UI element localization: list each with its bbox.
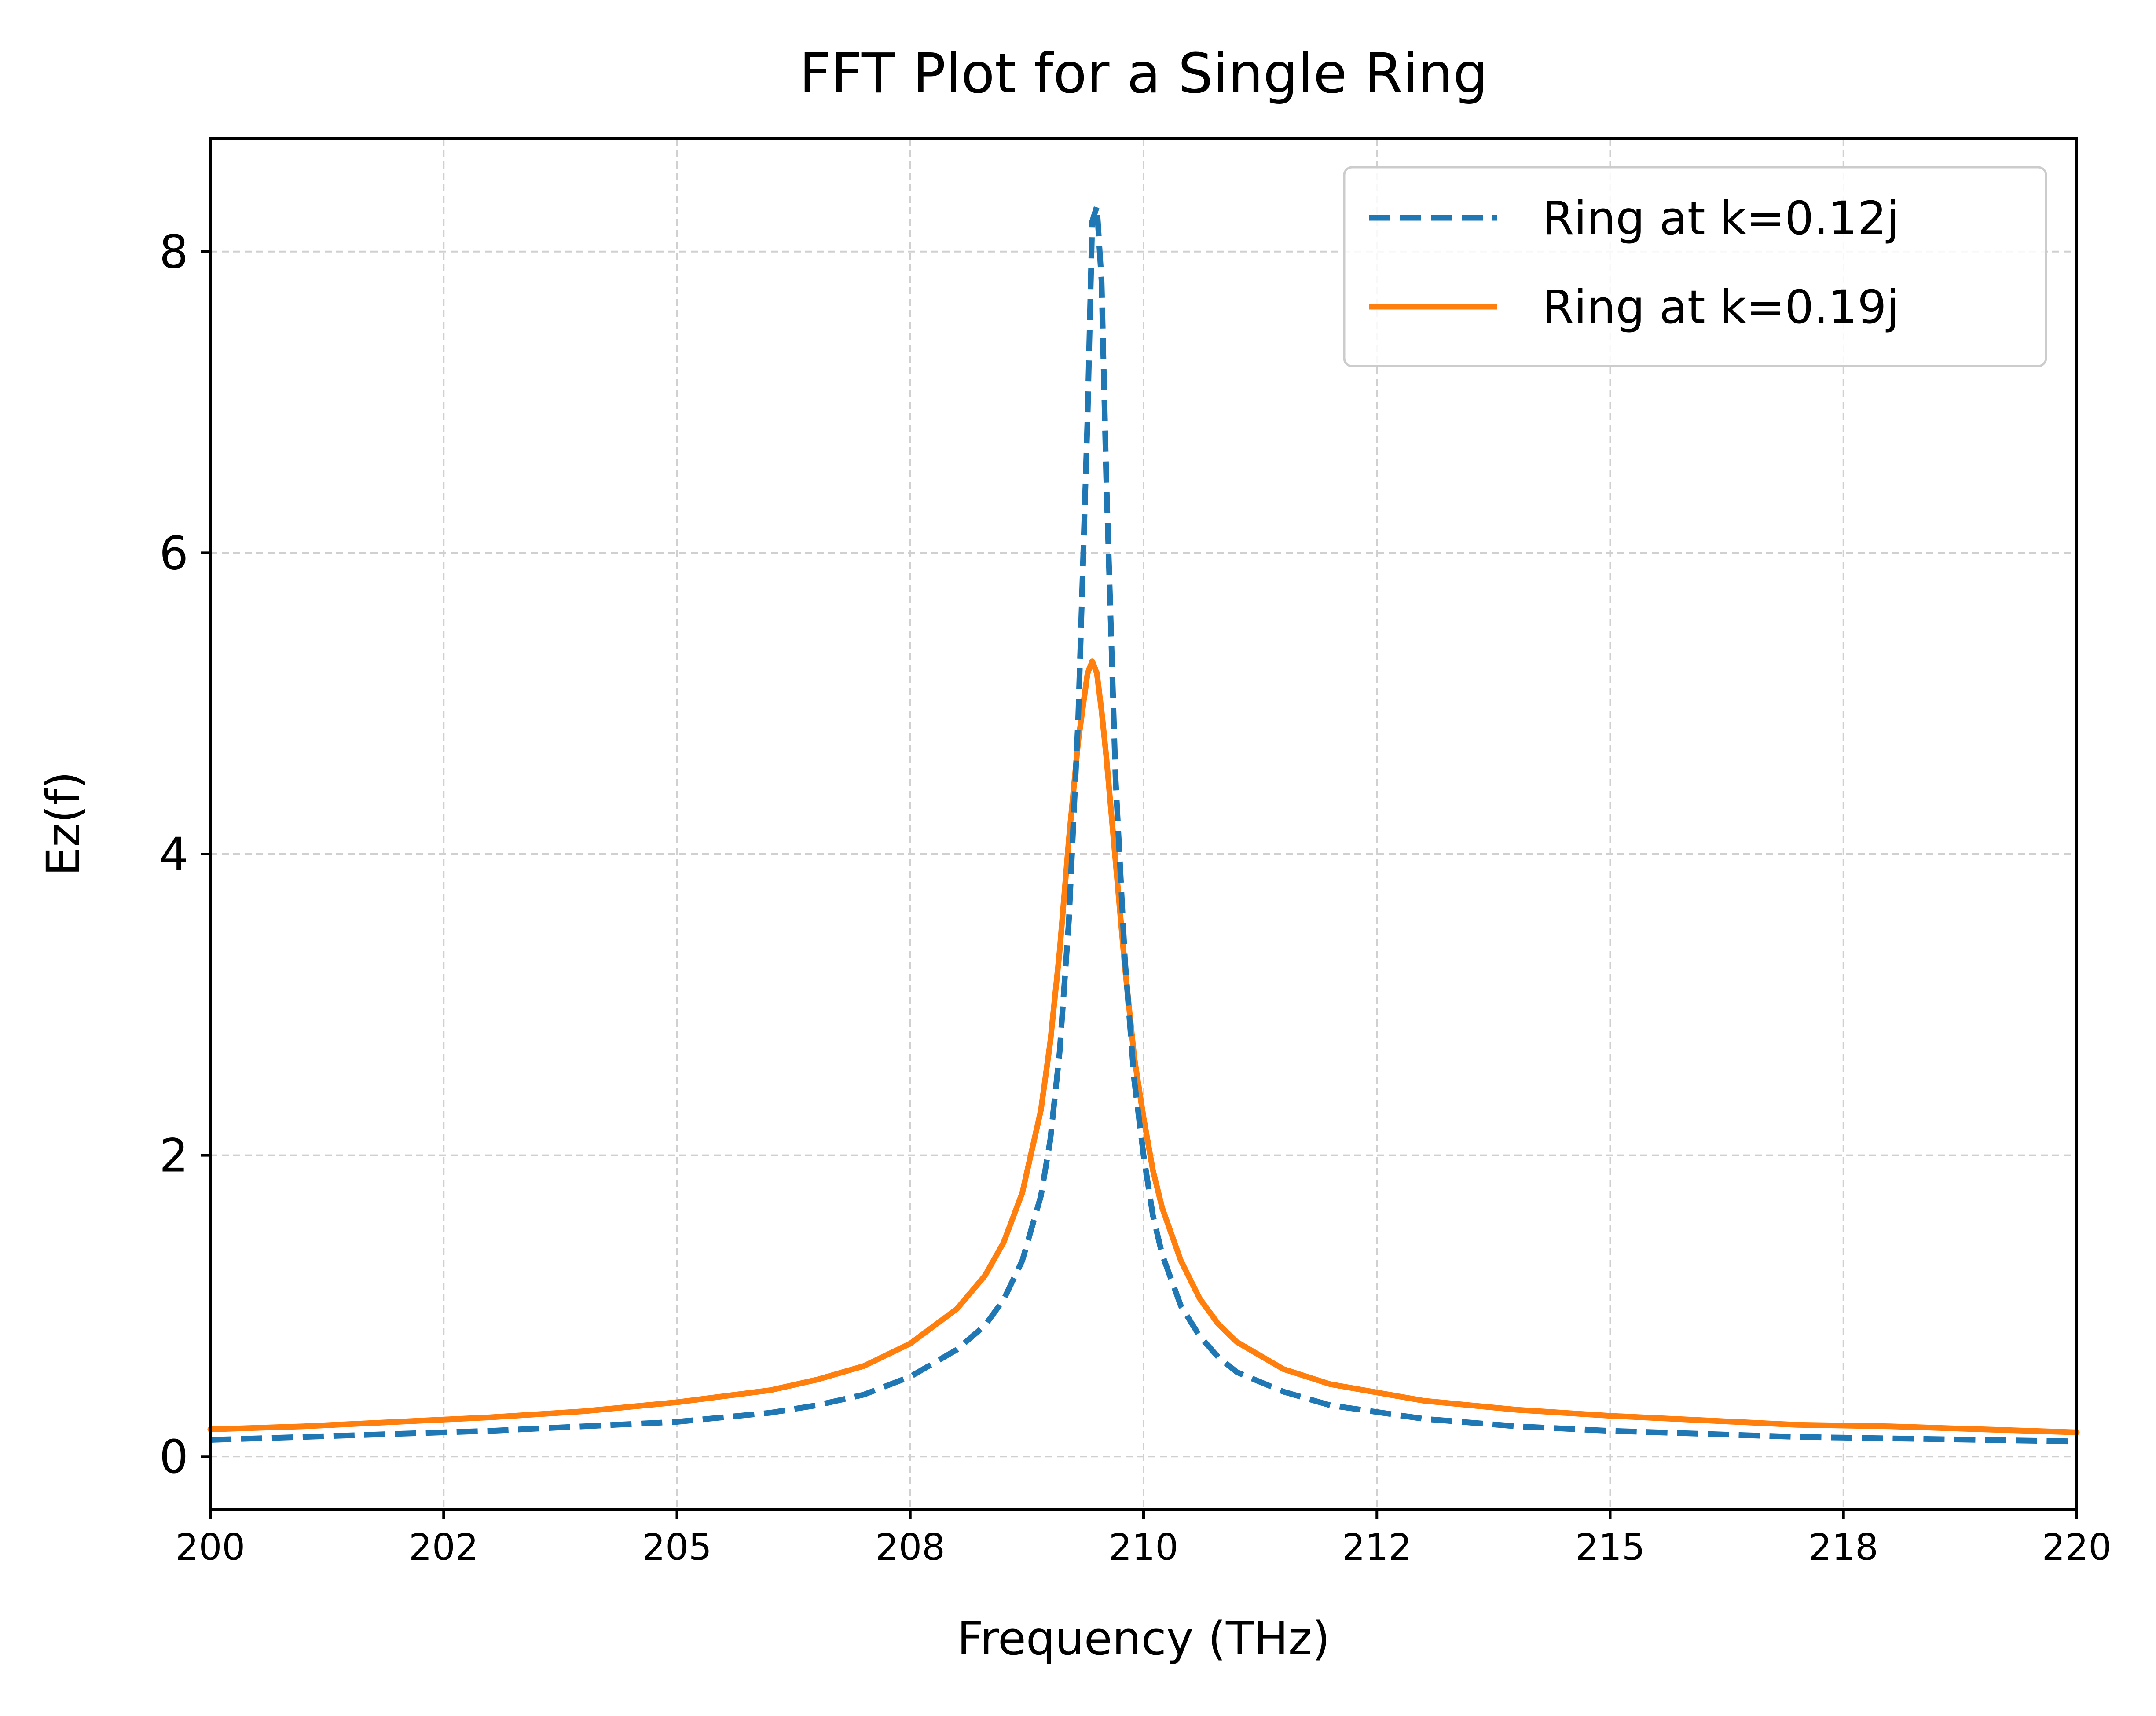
chart-title: FFT Plot for a Single Ring	[799, 42, 1488, 106]
x-tick-label: 218	[1809, 1526, 1878, 1569]
x-axis-label: Frequency (THz)	[957, 1612, 1330, 1665]
x-tick-label: 212	[1342, 1526, 1412, 1569]
y-tick-label: 8	[159, 225, 188, 279]
y-tick-label: 6	[159, 526, 188, 580]
series-line-ring-k019	[207, 658, 2080, 1435]
y-tick-label: 4	[159, 828, 188, 881]
legend-label-ring-k012: Ring at k=0.12j	[1542, 191, 1899, 245]
x-tick-label: 202	[409, 1526, 478, 1569]
axis-ticks: 200 202 205 208 210 212 215 218 220 0 2 4 6 8	[159, 225, 2112, 1569]
legend-label-ring-k019: Ring at k=0.19j	[1542, 280, 1899, 334]
x-tick-label: 215	[1575, 1526, 1645, 1569]
legend: Ring at k=0.12j Ring at k=0.19j	[1343, 166, 2047, 367]
x-tick-label: 205	[642, 1526, 711, 1569]
series-line-ring-k012	[210, 203, 2077, 1445]
series-lines	[207, 203, 2080, 1445]
legend-box	[1343, 166, 2047, 367]
x-tick-label: 200	[176, 1526, 245, 1569]
y-tick-label: 2	[159, 1129, 188, 1183]
x-tick-label: 220	[2042, 1526, 2112, 1569]
y-tick-label: 0	[159, 1430, 188, 1484]
x-tick-label: 208	[876, 1526, 945, 1569]
x-tick-label: 210	[1109, 1526, 1178, 1569]
y-axis-label: Ez(f)	[37, 771, 90, 876]
